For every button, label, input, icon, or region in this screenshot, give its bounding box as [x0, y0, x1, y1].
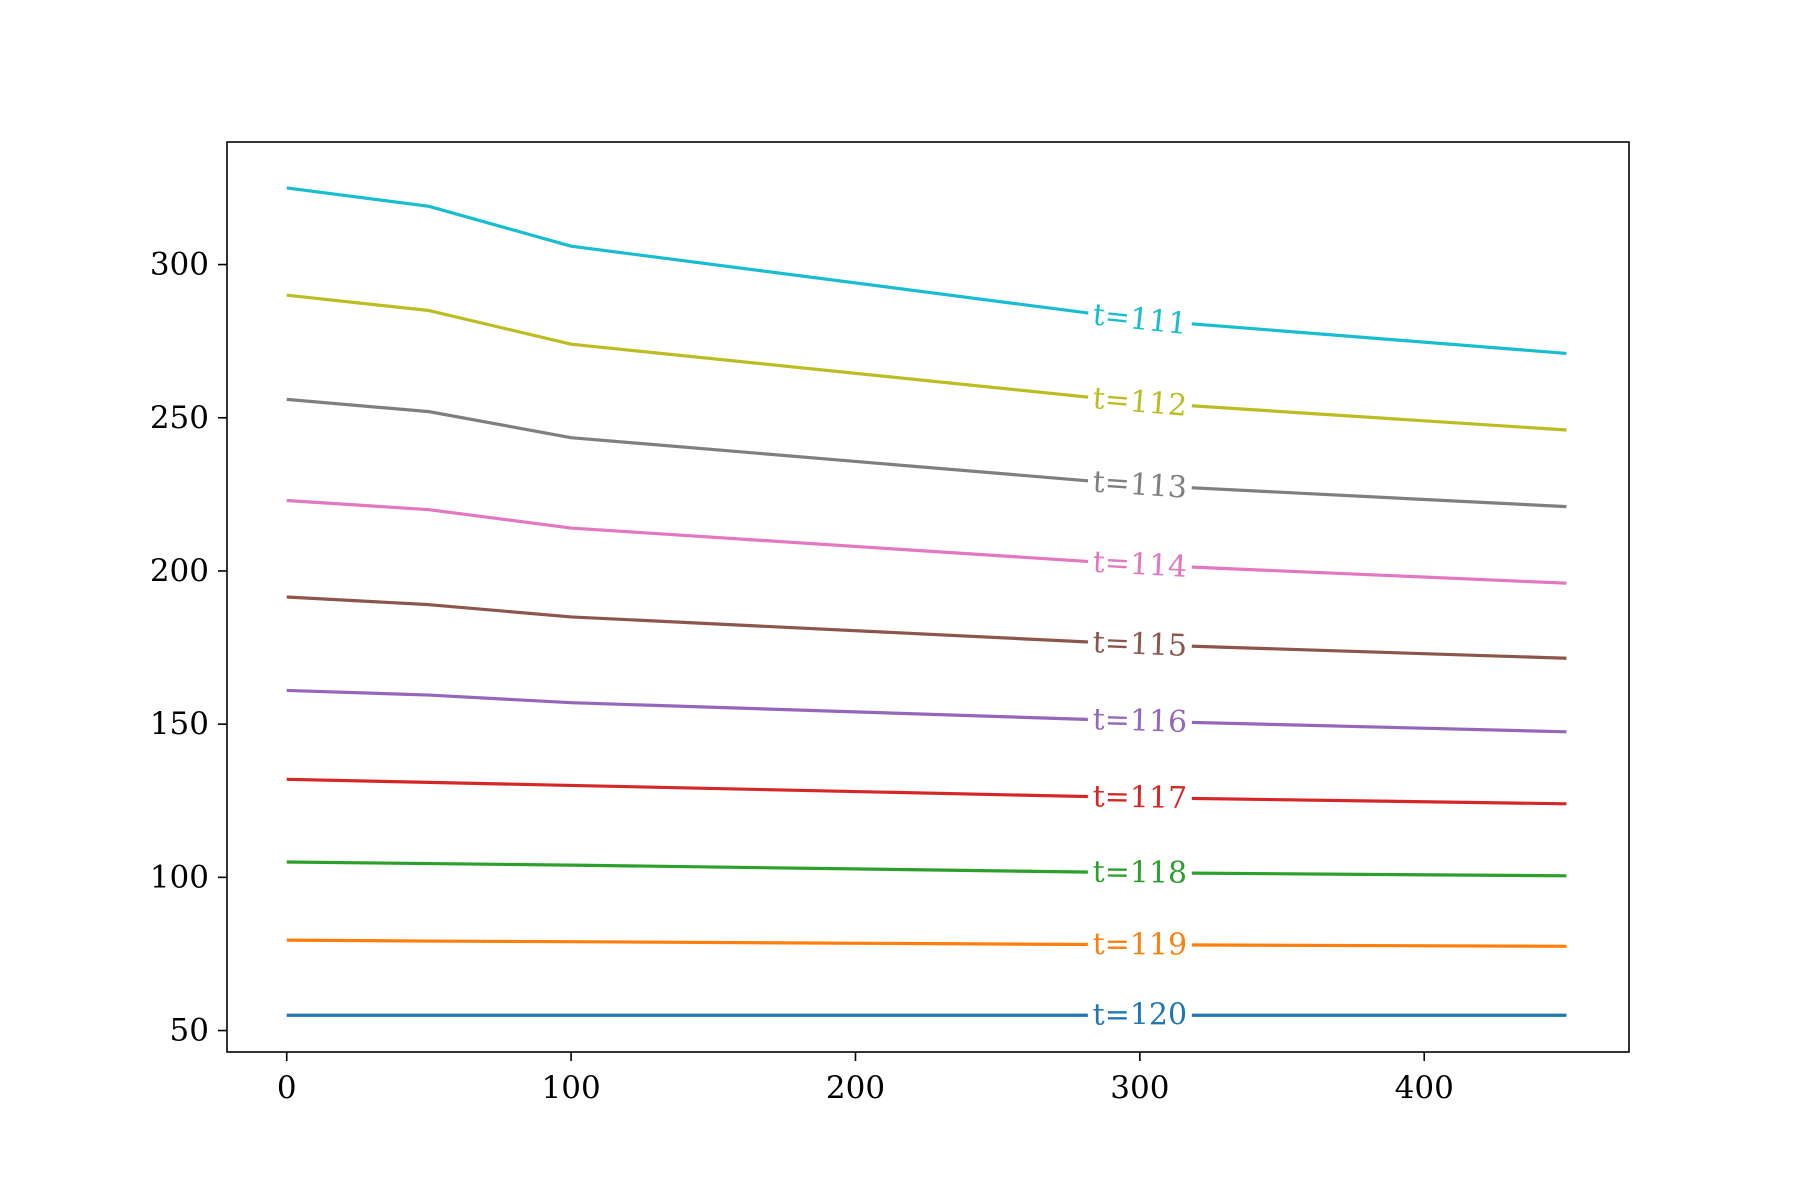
axis-layer: 0 100 200 300 400 50 100 150 200 250 300 — [150, 141, 1630, 1106]
x-tick-label: 100 — [542, 1070, 601, 1106]
series-label-group-t=111: t=111 — [1086, 294, 1194, 345]
series-label-background — [1086, 542, 1193, 588]
series-label-background — [1087, 776, 1193, 819]
plot-frame — [226, 141, 1630, 1053]
x-tick-label: 400 — [1395, 1070, 1454, 1106]
x-tick-label: 0 — [277, 1070, 297, 1106]
series-label-group-t=120: t=120 — [1087, 995, 1192, 1036]
x-tick-label: 300 — [1110, 1070, 1169, 1106]
series-label-background — [1087, 852, 1193, 894]
series-line-t=118 — [286, 860, 1567, 878]
y-tick-label: 300 — [150, 247, 209, 283]
x-tick-label: 200 — [826, 1070, 885, 1106]
y-tick-label: 200 — [150, 553, 209, 589]
series-line-t=113 — [286, 397, 1567, 509]
series-line-t=119 — [286, 938, 1567, 948]
series-label-background — [1086, 461, 1194, 509]
series-label-group-t=116: t=116 — [1087, 699, 1193, 743]
series-label-group-t=119: t=119 — [1087, 924, 1192, 965]
series-label-t=117: t=117 — [1092, 779, 1187, 816]
y-tick-label: 250 — [150, 400, 209, 436]
series-line-t=116 — [286, 688, 1567, 734]
y-tick-label: 150 — [150, 706, 209, 742]
series-label-t=112: t=112 — [1091, 381, 1188, 424]
series-label-t=119: t=119 — [1093, 927, 1188, 962]
series-label-group-t=114: t=114 — [1086, 542, 1193, 588]
series-line-t=111 — [286, 186, 1567, 356]
series-label-t=113: t=113 — [1092, 465, 1189, 506]
series-layer — [286, 186, 1567, 1017]
series-label-t=115: t=115 — [1092, 625, 1188, 664]
series-label-background — [1087, 699, 1193, 743]
series-label-group-t=118: t=118 — [1087, 852, 1193, 894]
series-line-t=117 — [286, 777, 1567, 806]
series-line-t=114 — [286, 498, 1567, 585]
series-label-group-t=112: t=112 — [1086, 378, 1194, 427]
series-line-t=115 — [286, 595, 1567, 660]
series-label-background — [1086, 378, 1194, 427]
y-tick-label: 50 — [170, 1013, 209, 1049]
series-label-group-t=117: t=117 — [1087, 776, 1193, 819]
label-layer: t=111 t=112 t=113 t=114 t=115 t=116 t=117 t=118… — [1086, 294, 1194, 1036]
series-label-t=114: t=114 — [1092, 545, 1188, 585]
series-label-t=116: t=116 — [1092, 702, 1187, 740]
series-label-group-t=113: t=113 — [1086, 461, 1194, 509]
series-label-background — [1086, 294, 1194, 345]
series-label-background — [1087, 924, 1192, 965]
series-label-group-t=115: t=115 — [1087, 622, 1193, 667]
series-line-t=112 — [286, 293, 1567, 432]
series-label-background — [1087, 622, 1193, 667]
series-label-t=120: t=120 — [1093, 998, 1187, 1033]
series-label-t=118: t=118 — [1092, 855, 1187, 891]
y-tick-label: 100 — [150, 859, 209, 895]
series-label-background — [1087, 995, 1192, 1036]
